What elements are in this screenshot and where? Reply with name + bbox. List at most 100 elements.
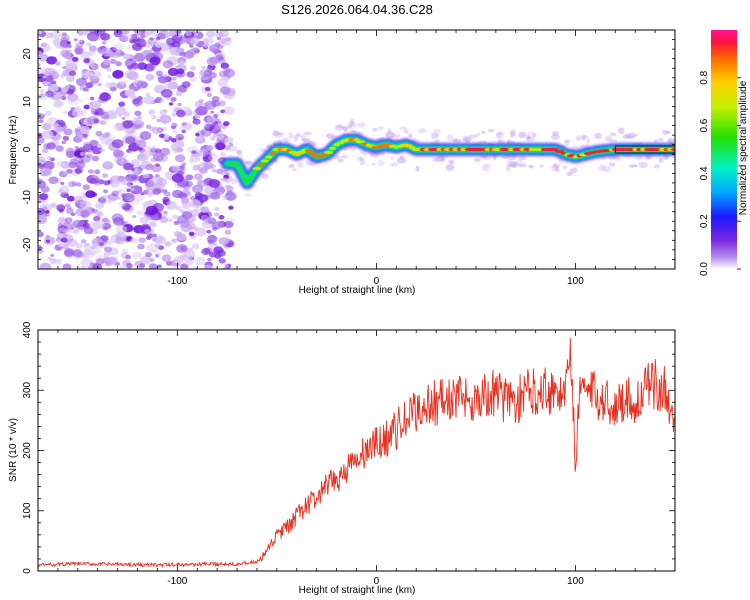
- noise-blob: [106, 240, 114, 246]
- noise-blob: [120, 176, 132, 186]
- noise-blob: [80, 51, 91, 60]
- noise-blob: [336, 124, 343, 129]
- noise-blob: [162, 81, 175, 90]
- noise-blob: [170, 138, 177, 143]
- noise-blob: [38, 215, 47, 225]
- noise-blob: [155, 235, 167, 245]
- noise-blob: [206, 144, 214, 151]
- noise-blob: [445, 164, 455, 171]
- noise-blob: [42, 67, 54, 76]
- noise-blob: [174, 165, 187, 175]
- noise-blob: [79, 151, 86, 157]
- noise-blob: [180, 246, 187, 252]
- noise-blob: [56, 100, 64, 107]
- noise-blob: [79, 99, 84, 103]
- colorbar-tick-label: 0.6: [699, 118, 710, 132]
- noise-blob: [215, 123, 224, 130]
- noise-blob: [62, 170, 68, 174]
- noise-blob: [69, 70, 77, 77]
- noise-blob: [90, 96, 95, 101]
- noise-blob: [325, 133, 335, 139]
- noise-blob: [143, 32, 151, 37]
- noise-blob: [62, 66, 67, 70]
- noise-blob: [634, 155, 643, 161]
- noise-blob: [158, 133, 165, 139]
- noise-blob: [172, 165, 181, 172]
- noise-blob: [90, 207, 95, 211]
- noise-blob: [618, 127, 625, 135]
- noise-blob: [62, 135, 70, 141]
- noise-blob: [149, 145, 158, 152]
- noise-blob: [102, 173, 108, 178]
- y-tick-label: 400: [22, 321, 33, 338]
- noise-blob: [128, 173, 140, 182]
- noise-blob: [106, 220, 112, 224]
- noise-blob: [38, 207, 46, 216]
- noise-blob: [84, 242, 90, 247]
- noise-blob: [570, 167, 578, 174]
- noise-blob: [145, 252, 152, 258]
- noise-blob: [41, 77, 54, 87]
- noise-blob: [137, 96, 143, 101]
- colorbar-label: Normalized spectral amplitude: [738, 80, 749, 215]
- noise-blob: [186, 71, 195, 78]
- noise-blob: [38, 92, 48, 101]
- noise-blob: [149, 37, 154, 41]
- noise-blob: [175, 206, 182, 211]
- noise-blob: [645, 155, 651, 160]
- noise-blob: [158, 30, 170, 39]
- noise-blob: [122, 120, 133, 129]
- noise-blob: [95, 258, 105, 265]
- noise-blob: [150, 175, 163, 185]
- y-tick-label: 100: [22, 502, 33, 519]
- noise-blob: [181, 215, 191, 223]
- noise-blob: [188, 231, 195, 236]
- y-tick-label: -10: [22, 190, 33, 205]
- noise-blob: [496, 131, 503, 139]
- noise-blob: [82, 141, 92, 149]
- noise-blob: [164, 191, 171, 197]
- noise-blob: [203, 153, 211, 159]
- noise-blob: [101, 41, 107, 45]
- noise-blob: [87, 50, 93, 55]
- noise-blob: [75, 42, 84, 49]
- noise-blob: [74, 168, 83, 175]
- ridge-hotspot: [304, 149, 313, 153]
- noise-blob: [160, 74, 171, 82]
- noise-blob: [225, 37, 231, 42]
- frequency-ridge: [220, 133, 675, 190]
- noise-blob: [99, 120, 106, 125]
- noise-blob: [206, 30, 215, 38]
- noise-blob: [156, 32, 166, 40]
- y-tick-label: 0: [22, 146, 33, 152]
- noise-blob: [220, 62, 229, 69]
- noise-blob: [103, 180, 110, 186]
- noise-blob: [177, 215, 189, 224]
- noise-blob: [80, 258, 93, 269]
- noise-blob: [210, 191, 221, 200]
- noise-blob: [60, 237, 68, 243]
- noise-blob: [161, 254, 172, 262]
- y-tick-label: 200: [22, 442, 33, 459]
- noise-blob: [210, 110, 215, 114]
- noise-blob: [129, 37, 137, 44]
- noise-blob: [181, 129, 186, 134]
- noise-blob: [196, 193, 209, 203]
- noise-blob: [179, 209, 185, 214]
- noise-blob: [46, 155, 52, 161]
- noise-blob: [223, 266, 230, 269]
- noise-blob: [204, 76, 209, 80]
- noise-blob: [137, 62, 148, 70]
- noise-blob: [579, 144, 586, 149]
- noise-blob: [54, 128, 61, 133]
- noise-blob: [92, 263, 103, 269]
- noise-blob: [78, 265, 87, 269]
- noise-blob: [41, 130, 54, 140]
- noise-blob: [463, 136, 472, 143]
- noise-blob: [96, 143, 103, 148]
- noise-blob: [172, 214, 179, 220]
- noise-blob: [134, 194, 144, 202]
- noise-blob: [62, 263, 72, 269]
- noise-blob: [171, 76, 177, 81]
